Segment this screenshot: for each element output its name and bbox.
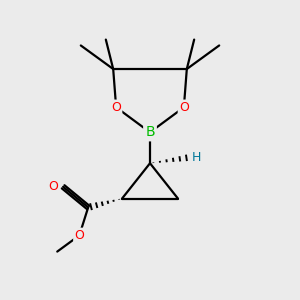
Text: O: O [48,180,58,193]
Text: B: B [145,125,155,139]
Text: H: H [192,151,202,164]
Text: O: O [74,229,84,242]
Text: O: O [111,101,121,114]
Text: O: O [179,101,189,114]
